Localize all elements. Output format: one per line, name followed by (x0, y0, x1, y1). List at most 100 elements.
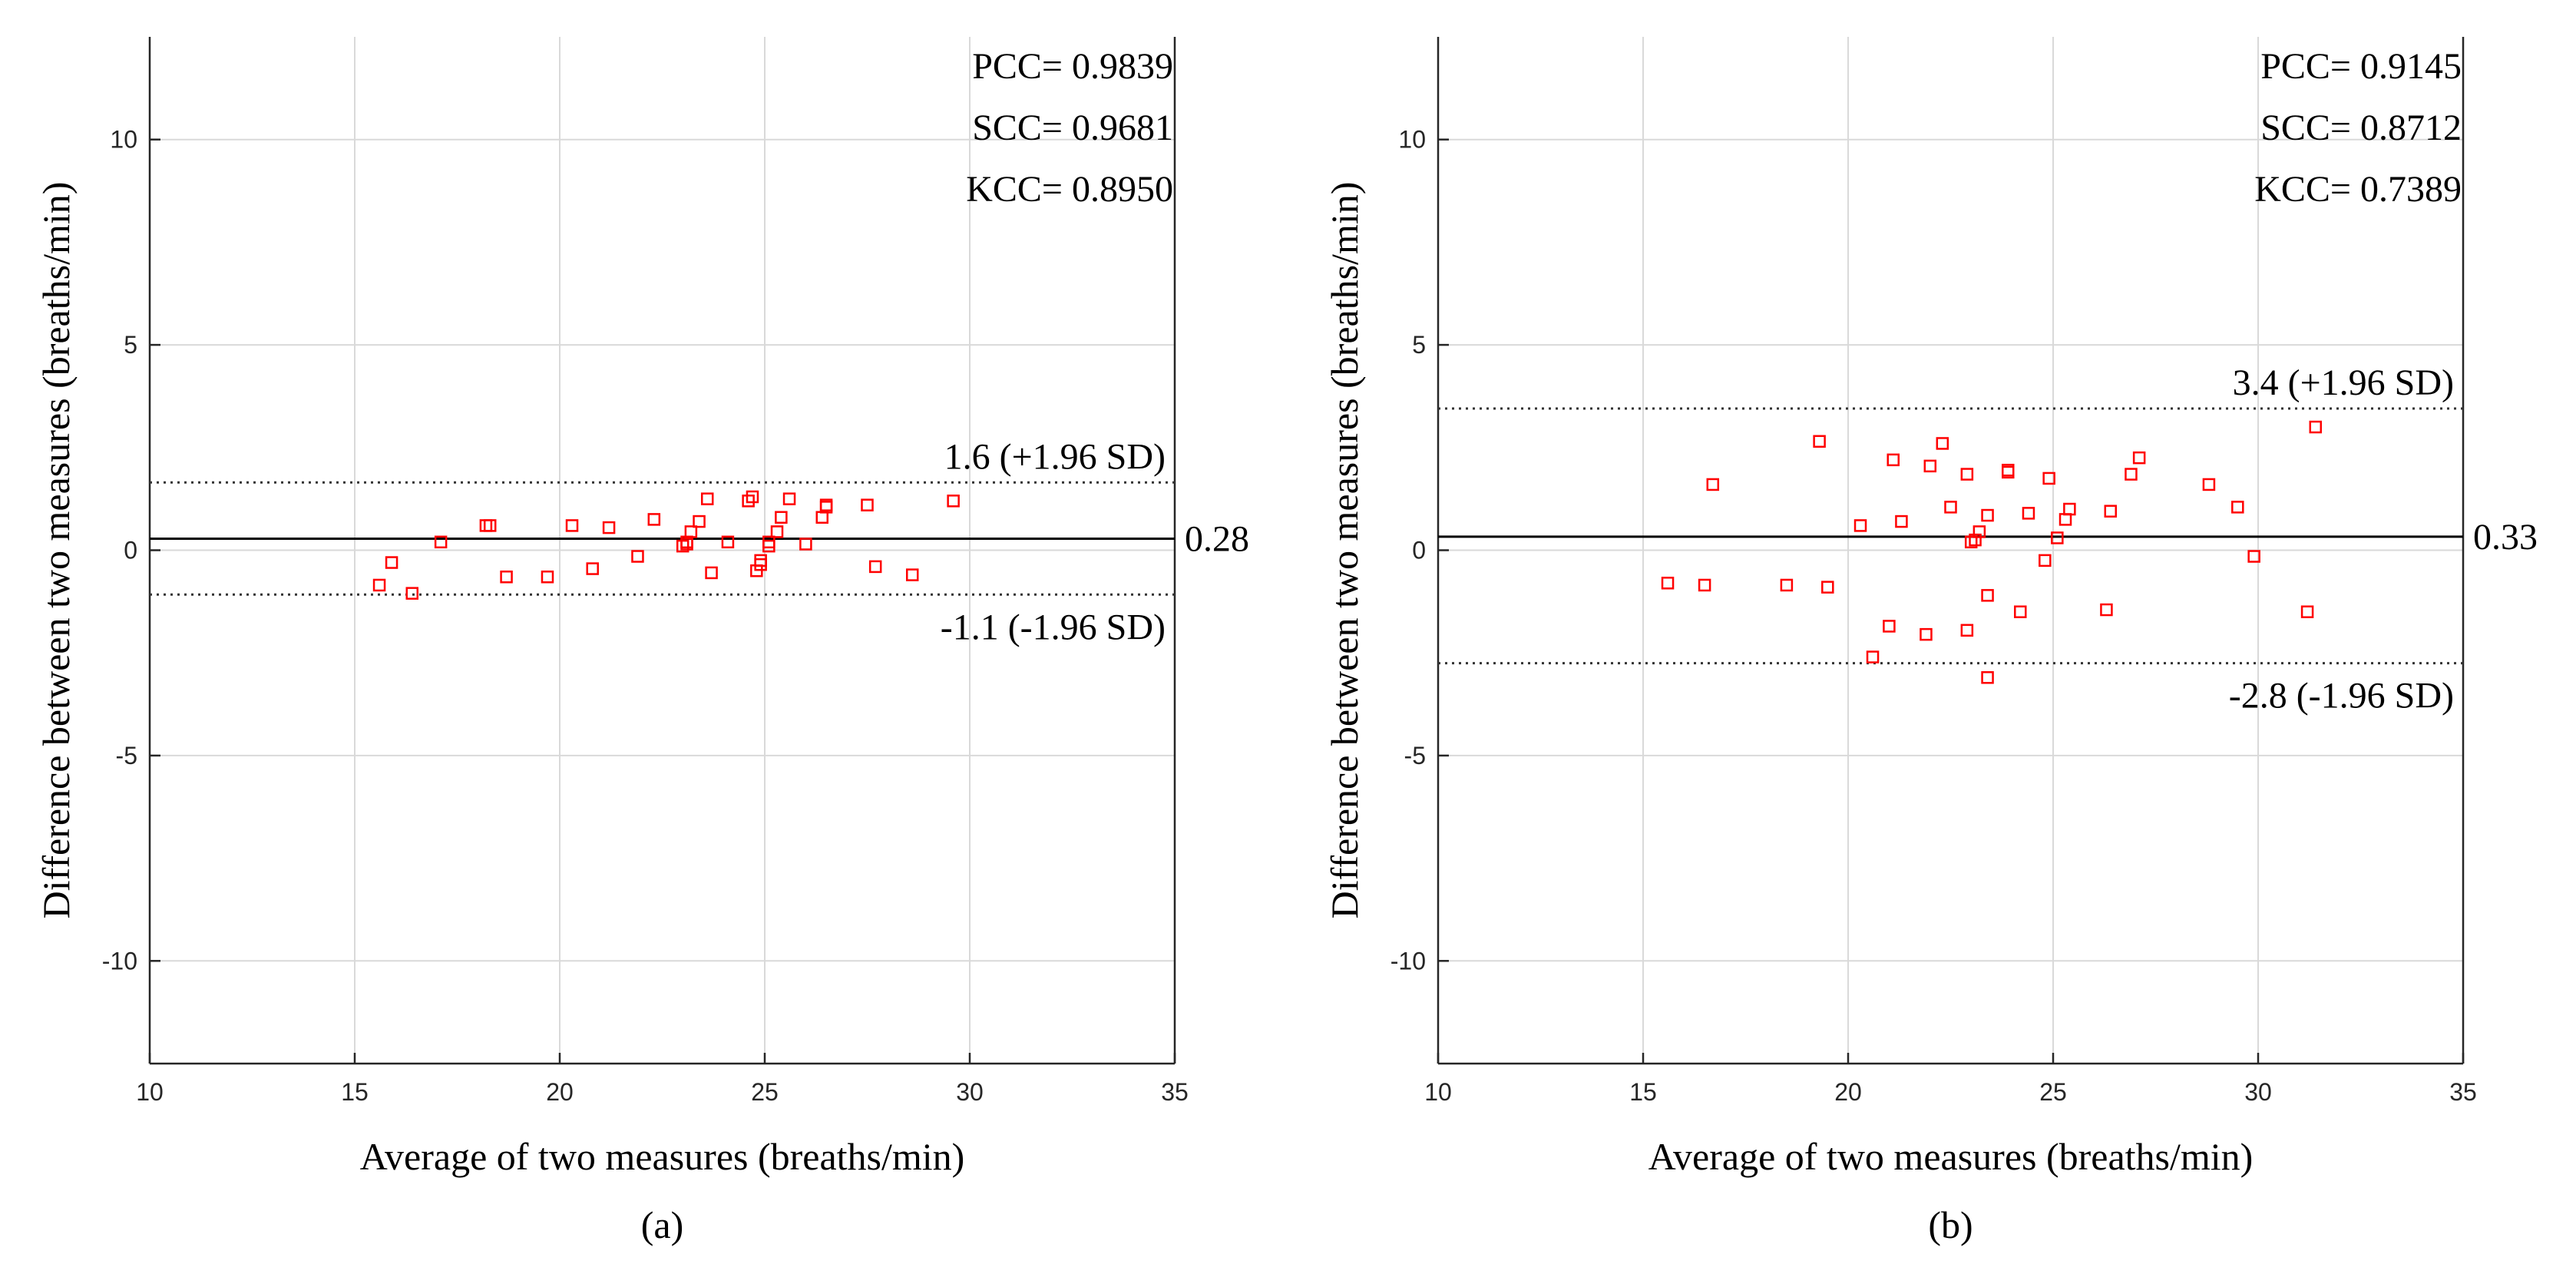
panel-a-stat-pcc: PCC= 0.9839 (972, 46, 1173, 87)
panel-b-data-point (2202, 478, 2216, 491)
panel-a-data-point (782, 492, 796, 505)
panel-b-data-point (1981, 508, 1994, 522)
panel-a-data-point (705, 566, 718, 580)
panel-b-data-point (1936, 437, 1949, 450)
panel-b-label: (b) (1928, 1203, 1973, 1246)
panel-a-data-point (541, 571, 554, 584)
panel-b-data-point (1964, 535, 1978, 549)
panel-b-data-point (2014, 605, 2027, 618)
panel-a-data-point (868, 560, 882, 574)
panel-a-data-point (483, 519, 497, 532)
panel-a-data-point (905, 568, 919, 581)
panel-a-x-tick-label: 35 (1161, 1078, 1189, 1106)
panel-b-stat-scc: SCC= 0.8712 (2260, 108, 2462, 148)
panel-b-y-tick-label: 0 (1412, 537, 1426, 564)
panel-a-data-point (602, 521, 616, 534)
panel-b-data-point (2039, 554, 2052, 567)
panel-a-data-point (631, 550, 644, 563)
panel-a-data-point (500, 571, 513, 584)
panel-a-data-point (721, 535, 735, 549)
panel-b-data-point (1780, 578, 1794, 592)
panel-b-data-point (2309, 420, 2323, 434)
panel-b-data-point (1821, 581, 1834, 594)
panel-a-data-point (586, 562, 599, 575)
panel-b-data-point (1923, 459, 1937, 473)
panel-b-x-tick-label: 35 (2449, 1078, 2477, 1106)
panel-a-data-point (700, 492, 714, 505)
panel-a-data-point (680, 538, 693, 551)
panel-b-data-point (2300, 605, 2314, 618)
panel-a-data-point (676, 539, 689, 553)
panel-a-data-point (746, 490, 759, 504)
panel-b-data-point (1981, 589, 1994, 602)
panel-b-data-point (1866, 650, 1880, 663)
panel-b-data-point (1920, 627, 1933, 641)
panel-b-upper-loa-label: 3.4 (+1.96 SD) (2233, 362, 2454, 403)
panel-a-data-point (799, 538, 812, 551)
panel-a-x-axis-title: Average of two measures (breaths/min) (360, 1135, 965, 1178)
panel-a-lower-loa-label: -1.1 (-1.96 SD) (941, 607, 1166, 647)
panel-a-data-point (947, 495, 960, 508)
panel-b-data-point (1960, 624, 1974, 637)
panel-a-data-point (762, 535, 775, 549)
panel-b-data-point (1969, 533, 1982, 547)
panel-a-label: (a) (641, 1203, 684, 1246)
panel-a-data-point (815, 511, 829, 524)
panel-a-data-point (372, 578, 386, 592)
panel-a-data-point (775, 511, 788, 524)
panel-b-data-point (1661, 577, 1675, 590)
panel-a-y-tick-label: -5 (116, 742, 137, 769)
panel-b-data-point (2125, 468, 2138, 481)
panel-a-mean-label: 0.28 (1185, 519, 1249, 560)
panel-a-data-point (434, 535, 448, 549)
panel-a-data-point (861, 498, 874, 511)
panel-b-data-point (2063, 502, 2076, 516)
panel-b-data-point (2100, 603, 2113, 617)
panel-b-x-tick-label: 20 (1834, 1078, 1862, 1106)
panel-a-x-tick-label: 20 (546, 1078, 574, 1106)
panel-a-x-tick-label: 25 (751, 1078, 779, 1106)
panel-a-x-tick-label: 10 (136, 1078, 164, 1106)
panel-b-data-point (1813, 435, 1826, 448)
panel-b-data-point (2058, 513, 2072, 526)
panel-b-data-point (2051, 531, 2064, 544)
panel-a-upper-loa-label: 1.6 (+1.96 SD) (944, 436, 1166, 477)
panel-b-data-point (2002, 463, 2015, 477)
panel-a-y-tick-label: 0 (124, 537, 137, 564)
panel-a-data-point (693, 515, 706, 528)
panel-a-y-tick-label: -10 (102, 947, 137, 974)
panel-b-x-tick-label: 10 (1424, 1078, 1452, 1106)
panel-b-mean-label: 0.33 (2473, 517, 2538, 558)
panel-b-data-point (2231, 501, 2244, 514)
panel-b-x-tick-label: 30 (2244, 1078, 2272, 1106)
panel-b-data-point (1698, 578, 1711, 592)
panel-a-data-point (565, 519, 579, 532)
panel-a-y-tick-label: 5 (124, 331, 137, 359)
panel-a-data-point (819, 498, 833, 511)
panel-b-data-point (1973, 525, 1986, 538)
panel-b-y-tick-label: 5 (1412, 331, 1426, 359)
panel-b-data-point (1706, 478, 1720, 491)
panel-a-x-tick-label: 30 (956, 1078, 984, 1106)
panel-a-data-point (479, 519, 493, 532)
panel-b-data-point (2104, 505, 2118, 518)
panel-a-y-axis-title: Difference between two measures (breaths… (35, 182, 78, 919)
panel-a-data-point (770, 525, 784, 538)
panel-b-data-point (1883, 620, 1896, 633)
panel-b-x-axis-title: Average of two measures (breaths/min) (1648, 1135, 2254, 1178)
panel-b-x-tick-label: 15 (1629, 1078, 1657, 1106)
panel-b-data-point (2042, 472, 2055, 485)
panel-b-stat-kcc: KCC= 0.7389 (2254, 169, 2462, 210)
panel-a-data-point (742, 495, 755, 508)
panel-b-data-point (1895, 515, 1908, 528)
panel-b-data-point (2132, 451, 2146, 465)
panel-b-x-tick-label: 25 (2039, 1078, 2067, 1106)
panel-b-stat-pcc: PCC= 0.9145 (2260, 46, 2462, 87)
panel-b-data-point (2247, 550, 2260, 563)
panel-a-stat-scc: SCC= 0.9681 (972, 108, 1173, 148)
panel-a-data-point (684, 525, 698, 538)
panel-a-data-point (647, 513, 661, 526)
panel-b-data-point (1944, 501, 1957, 514)
panel-a-data-point (405, 587, 419, 600)
